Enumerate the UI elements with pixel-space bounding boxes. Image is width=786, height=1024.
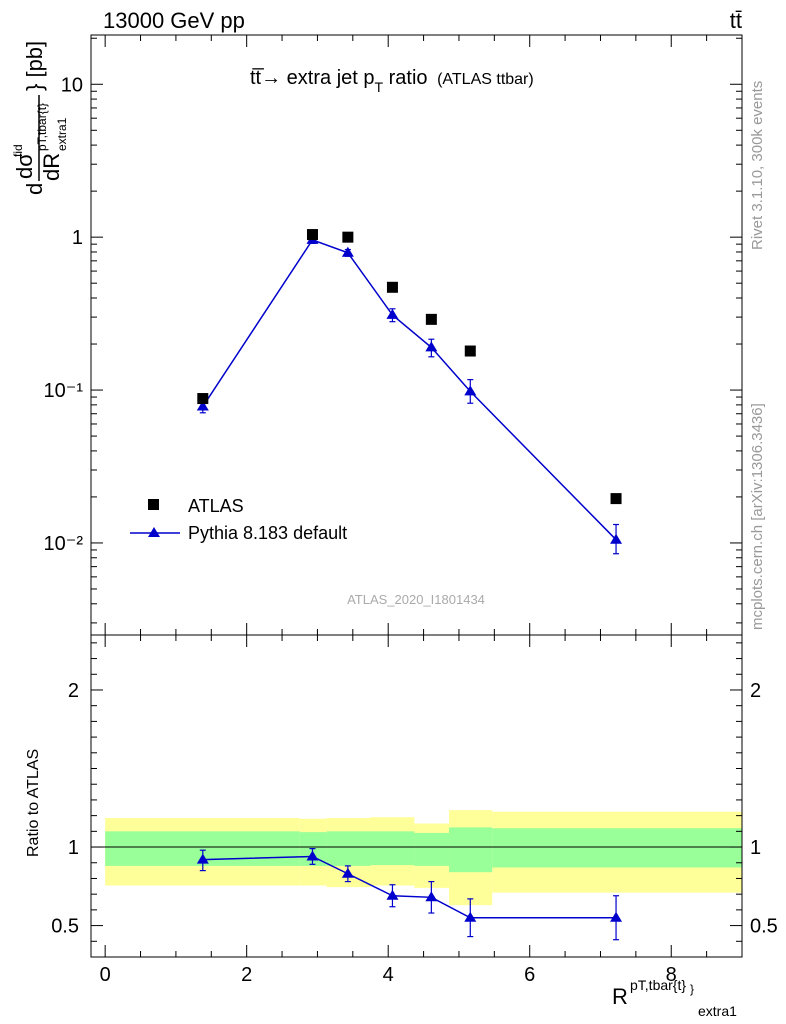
ratio-point <box>610 911 623 922</box>
analysis-tag: ATLAS_2020_I1801434 <box>347 592 485 607</box>
ratio-point <box>196 853 209 864</box>
main-panel: 10 1 10⁻¹ 10⁻² tt̅→ extra jet pT ratio (ATL… <box>11 34 743 636</box>
ratio-x-tick-label: 4 <box>383 964 394 986</box>
ratio-y-tick-label: 2 <box>750 680 761 702</box>
mc-line <box>202 238 617 541</box>
ratio-y-tick-label: 0.5 <box>750 916 778 938</box>
ratio-axis-ticks: 0.5 0.5 1 1 2 2 0 2 4 6 8 <box>51 635 778 986</box>
ratio-data-marks <box>196 848 623 941</box>
svg-text:extra1: extra1 <box>698 1003 737 1019</box>
inner-band-bin <box>370 831 415 866</box>
energy-label: 13000 GeV pp <box>103 8 245 33</box>
svg-text:d: d <box>22 183 47 195</box>
svg-text:fid: fid <box>11 144 25 157</box>
mc-point <box>341 246 354 257</box>
ratio-y-tick-label: 0.5 <box>51 916 79 938</box>
ratio-point <box>464 911 477 922</box>
atlas-point <box>464 345 476 357</box>
atlas-point <box>610 493 622 505</box>
mc-point <box>196 400 209 411</box>
svg-text:dσ: dσ <box>12 153 37 179</box>
atlas-point <box>342 231 354 243</box>
svg-text:}: } <box>690 982 694 996</box>
mc-point <box>425 341 438 352</box>
ratio-point <box>425 891 438 902</box>
ratio-y-tick-label: 1 <box>750 837 761 859</box>
atlas-point <box>386 281 398 293</box>
atlas-point <box>425 313 437 325</box>
ratio-y-axis-label: Ratio to ATLAS <box>25 749 42 857</box>
legend-label-mc: Pythia 8.183 default <box>188 523 347 543</box>
ratio-frame <box>90 634 743 958</box>
svg-text:extra1: extra1 <box>55 117 69 151</box>
process-label: tt̄ <box>730 8 742 33</box>
main-y-axis-label: d dσ dR pT,tbar{t} extra1 fid } [pb] <box>11 41 69 195</box>
inner-band-bin <box>449 827 493 873</box>
svg-text:R: R <box>612 984 628 1009</box>
y-tick-label: 10 <box>61 74 83 96</box>
ratio-y-tick-label: 1 <box>68 837 79 859</box>
svg-text:pT,tbar{t}: pT,tbar{t} <box>630 977 686 993</box>
ratio-x-tick-label: 2 <box>241 964 252 986</box>
legend-marker-mc <box>148 527 160 537</box>
svg-text:dR: dR <box>39 153 64 181</box>
y-tick-label: 1 <box>72 227 83 249</box>
ratio-panel: 0.5 0.5 1 1 2 2 0 2 4 6 8 Ratio to ATLAS R pT,tbar… <box>25 634 778 1019</box>
ratio-x-tick-label: 8 <box>666 964 677 986</box>
legend-label-atlas: ATLAS <box>188 496 244 516</box>
svg-text:} [pb]: } [pb] <box>22 41 47 91</box>
atlas-point <box>306 229 318 241</box>
ratio-x-tick-label: 6 <box>524 964 535 986</box>
chart-title: tt̅→ extra jet pT ratio (ATLAS ttbar) <box>250 67 534 95</box>
inner-band-bin <box>326 831 371 866</box>
ratio-point <box>386 889 399 900</box>
ratio-y-tick-label: 2 <box>68 680 79 702</box>
mcplots-label: mcplots.cern.ch [arXiv:1306.3436] <box>749 403 766 630</box>
ratio-point <box>341 867 354 878</box>
rivet-label: Rivet 3.1.10, 300k events <box>749 81 766 250</box>
ratio-x-axis-label: R pT,tbar{t} } extra1 <box>612 977 737 1019</box>
ratio-x-tick-label: 0 <box>100 964 111 986</box>
main-axis-ticks: 10 1 10⁻¹ 10⁻² <box>44 35 743 635</box>
inner-band-bin <box>492 828 742 868</box>
mc-point <box>386 308 399 319</box>
mc-point <box>610 533 623 544</box>
y-tick-label: 10⁻² <box>44 533 84 555</box>
inner-band-bin <box>414 832 450 866</box>
legend: ATLAS Pythia 8.183 default <box>130 496 347 543</box>
ratio-point <box>306 850 319 861</box>
svg-text:pT,tbar{t}: pT,tbar{t} <box>35 103 49 151</box>
mc-point <box>464 385 477 396</box>
main-data-marks <box>196 229 623 555</box>
ratio-uncertainty-bands <box>91 810 742 906</box>
legend-marker-atlas <box>148 499 159 510</box>
atlas-point <box>197 393 209 405</box>
y-tick-label: 10⁻¹ <box>44 380 84 402</box>
